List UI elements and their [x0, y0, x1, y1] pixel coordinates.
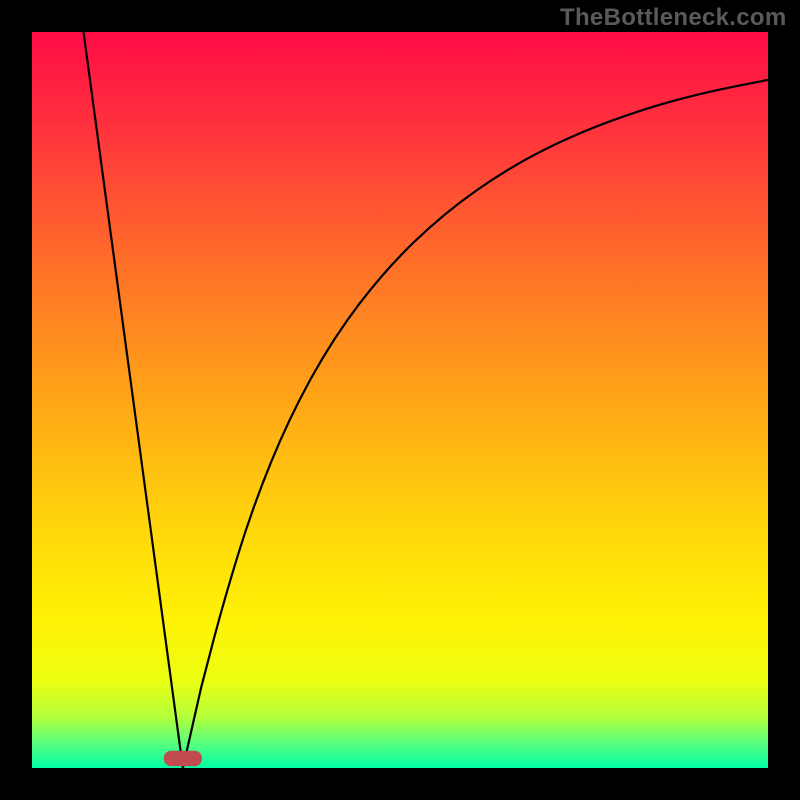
- optimal-marker: [164, 751, 202, 766]
- chart-svg: [32, 32, 768, 768]
- plot-area: [32, 32, 768, 768]
- watermark-text: TheBottleneck.com: [560, 4, 786, 32]
- gradient-background: [32, 32, 768, 768]
